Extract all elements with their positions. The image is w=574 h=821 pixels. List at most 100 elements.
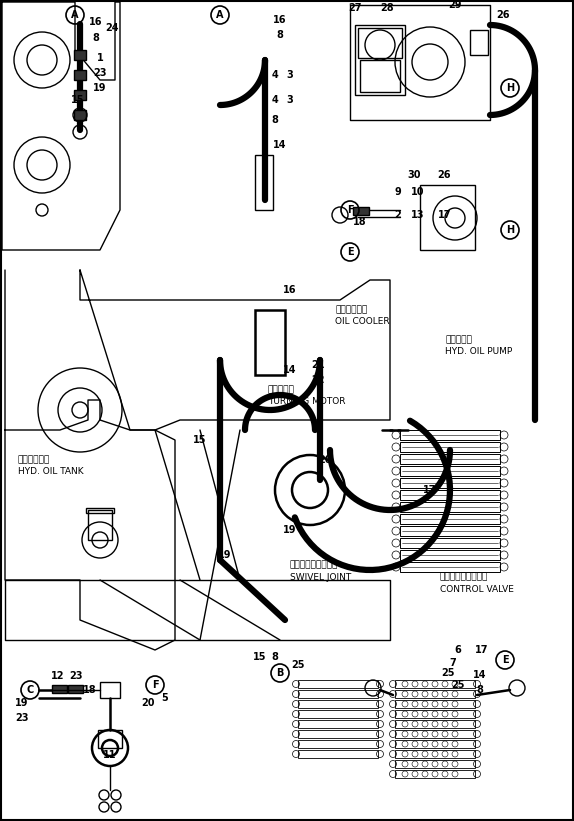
Text: 油圧ポンプ: 油圧ポンプ xyxy=(445,336,472,345)
Text: F: F xyxy=(347,205,354,215)
Bar xyxy=(395,710,475,718)
Text: 14: 14 xyxy=(473,670,487,680)
Text: 8: 8 xyxy=(476,685,483,695)
Bar xyxy=(400,454,500,464)
Bar xyxy=(68,685,83,693)
Bar xyxy=(52,685,67,693)
Text: 17: 17 xyxy=(475,645,488,655)
Text: 1: 1 xyxy=(96,53,103,63)
Bar xyxy=(395,760,475,768)
Text: 4: 4 xyxy=(272,70,278,80)
Text: TURNING MOTOR: TURNING MOTOR xyxy=(268,397,346,406)
Bar xyxy=(470,30,488,55)
Bar xyxy=(298,690,378,698)
Bar xyxy=(400,478,500,488)
Text: 16: 16 xyxy=(283,285,297,295)
Bar xyxy=(395,720,475,728)
Bar xyxy=(395,680,475,688)
Text: OIL COOLER: OIL COOLER xyxy=(335,318,390,327)
Text: 2: 2 xyxy=(395,210,401,220)
Text: 19: 19 xyxy=(15,698,29,708)
Bar xyxy=(355,25,405,95)
Bar xyxy=(400,526,500,536)
Bar xyxy=(98,730,122,748)
Text: 21: 21 xyxy=(311,360,325,370)
Text: HYD. OIL PUMP: HYD. OIL PUMP xyxy=(445,347,512,356)
Text: 19: 19 xyxy=(93,83,107,93)
Text: 23: 23 xyxy=(69,671,83,681)
Bar xyxy=(400,538,500,548)
Text: オイルクーラ: オイルクーラ xyxy=(335,305,367,314)
Bar xyxy=(360,60,400,92)
Text: 23: 23 xyxy=(93,68,107,78)
Text: 10: 10 xyxy=(411,187,425,197)
Bar xyxy=(400,502,500,512)
Text: 15: 15 xyxy=(71,95,85,105)
Text: コントロールバルブ: コントロールバルブ xyxy=(440,572,488,581)
Text: 18: 18 xyxy=(353,217,367,227)
Bar xyxy=(358,28,402,58)
Bar xyxy=(395,740,475,748)
Bar xyxy=(100,682,120,698)
Text: SWIVEL JOINT: SWIVEL JOINT xyxy=(290,572,351,581)
Text: 17: 17 xyxy=(439,210,452,220)
Bar xyxy=(88,510,112,540)
Bar xyxy=(400,442,500,452)
Text: 6: 6 xyxy=(455,645,461,655)
Bar xyxy=(298,720,378,728)
Text: 15: 15 xyxy=(193,435,207,445)
Bar xyxy=(74,50,86,60)
Bar xyxy=(74,90,86,100)
Bar xyxy=(298,740,378,748)
Bar xyxy=(420,185,475,250)
Text: B: B xyxy=(276,668,284,678)
Text: 14: 14 xyxy=(273,140,287,150)
Bar xyxy=(395,700,475,708)
Text: 作動油タンク: 作動油タンク xyxy=(18,456,51,465)
Text: CONTROL VALVE: CONTROL VALVE xyxy=(440,585,514,594)
Text: 7: 7 xyxy=(449,658,456,668)
Text: 8: 8 xyxy=(272,115,278,125)
Bar xyxy=(298,680,378,688)
Text: 12: 12 xyxy=(51,671,65,681)
Text: 8: 8 xyxy=(92,33,99,43)
Text: 16: 16 xyxy=(273,15,287,25)
Text: 25: 25 xyxy=(291,660,305,670)
Bar xyxy=(86,508,114,513)
Text: 29: 29 xyxy=(448,0,461,10)
Text: 28: 28 xyxy=(380,3,394,13)
Text: スイベルジョイント: スイベルジョイント xyxy=(290,561,339,570)
Bar xyxy=(353,207,369,215)
Bar xyxy=(255,155,273,210)
Bar xyxy=(395,730,475,738)
Text: C: C xyxy=(26,685,34,695)
Text: 18: 18 xyxy=(83,685,97,695)
Text: 27: 27 xyxy=(348,3,362,13)
Bar xyxy=(74,70,86,80)
Bar xyxy=(400,466,500,476)
Bar xyxy=(298,750,378,758)
Bar xyxy=(298,730,378,738)
Text: 14: 14 xyxy=(283,365,297,375)
Text: 5: 5 xyxy=(162,693,168,703)
Text: 22: 22 xyxy=(311,375,325,385)
Text: E: E xyxy=(502,655,509,665)
Text: 3: 3 xyxy=(286,70,293,80)
Text: 20: 20 xyxy=(318,455,332,465)
Text: H: H xyxy=(506,83,514,93)
Bar xyxy=(400,550,500,560)
Text: 23: 23 xyxy=(15,713,29,723)
Bar xyxy=(395,750,475,758)
Text: 26: 26 xyxy=(437,170,451,180)
Text: 3: 3 xyxy=(286,95,293,105)
Bar xyxy=(400,490,500,500)
Text: A: A xyxy=(216,10,224,20)
Text: 20: 20 xyxy=(141,698,155,708)
Bar xyxy=(400,562,500,572)
Bar xyxy=(395,770,475,778)
Bar xyxy=(400,514,500,524)
Text: 19: 19 xyxy=(218,550,232,560)
Text: A: A xyxy=(71,10,79,20)
Text: 4: 4 xyxy=(272,95,278,105)
Text: 24: 24 xyxy=(105,23,119,33)
